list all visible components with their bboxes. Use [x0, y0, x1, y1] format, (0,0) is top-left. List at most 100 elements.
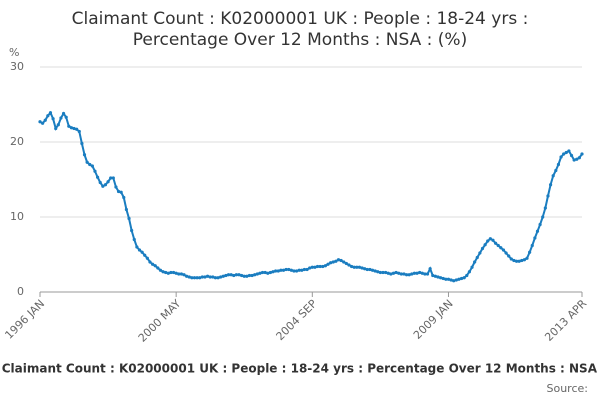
point [300, 268, 304, 272]
point [111, 176, 115, 180]
point [391, 271, 396, 275]
point [38, 120, 42, 124]
point [266, 271, 270, 275]
point [439, 276, 443, 280]
point [577, 156, 581, 160]
point [323, 264, 328, 268]
point [467, 270, 472, 274]
x-tick-label: 2004 SEP [274, 297, 320, 343]
point [446, 277, 451, 281]
y-tick-label: 20 [10, 135, 24, 148]
point [399, 272, 403, 276]
point [334, 259, 338, 263]
point [101, 184, 105, 188]
y-tick-label: 0 [17, 285, 24, 298]
point [213, 276, 218, 280]
y-tick-label: 10 [10, 210, 24, 223]
point [433, 274, 437, 278]
point [347, 263, 351, 267]
point [41, 121, 45, 125]
point [268, 270, 273, 275]
point [541, 215, 545, 219]
point [425, 272, 430, 276]
point [158, 268, 163, 272]
point [195, 276, 199, 280]
point [428, 267, 432, 271]
point [459, 276, 464, 281]
footer: Claimant Count : K02000001 UK : People :… [2, 362, 598, 376]
point [221, 274, 225, 278]
point [90, 164, 94, 168]
point [318, 264, 322, 269]
point [182, 273, 186, 277]
point [483, 243, 487, 247]
point [363, 267, 367, 271]
point [386, 271, 390, 275]
point [569, 153, 574, 158]
point [326, 262, 330, 266]
series-line [39, 110, 583, 282]
point [77, 129, 81, 134]
point [234, 273, 238, 277]
point [242, 274, 246, 278]
point [156, 266, 160, 270]
point [564, 150, 568, 155]
point [302, 267, 307, 272]
y-unit: % [9, 46, 19, 59]
point [397, 271, 401, 275]
y-tick-label: 30 [10, 60, 24, 73]
point [507, 254, 511, 258]
point [528, 250, 532, 254]
point [572, 158, 576, 162]
point [153, 264, 157, 268]
point [177, 272, 181, 276]
point [219, 275, 223, 279]
point [373, 269, 377, 273]
point [143, 253, 147, 257]
point [473, 260, 477, 264]
point [520, 258, 524, 263]
point [255, 272, 259, 276]
point [462, 276, 466, 280]
point [148, 260, 152, 264]
point [116, 189, 121, 194]
point [271, 270, 275, 274]
point [200, 275, 204, 279]
point [150, 262, 155, 266]
chart-title: Claimant Count : K02000001 UK : People :… [72, 9, 529, 29]
point [530, 243, 534, 248]
point [412, 271, 417, 275]
point [130, 228, 134, 233]
point [179, 272, 183, 276]
point [538, 222, 542, 227]
point [357, 265, 362, 269]
point [82, 153, 87, 157]
point [258, 271, 262, 275]
point [308, 266, 312, 270]
point [404, 273, 409, 277]
point [174, 271, 178, 275]
point [297, 268, 301, 272]
point [551, 174, 555, 178]
point [48, 111, 53, 115]
point [315, 264, 320, 269]
point [559, 155, 563, 159]
point [103, 183, 108, 187]
point [203, 275, 207, 279]
point [289, 268, 293, 272]
point [465, 273, 469, 278]
point [457, 277, 461, 281]
point [493, 241, 498, 245]
point [245, 274, 249, 278]
point [166, 271, 170, 275]
point [444, 277, 448, 281]
point [488, 237, 492, 241]
point [548, 183, 553, 187]
point [491, 238, 495, 242]
point [226, 273, 231, 277]
point [250, 273, 254, 278]
point [260, 270, 265, 275]
point [205, 274, 210, 278]
point [378, 270, 382, 275]
